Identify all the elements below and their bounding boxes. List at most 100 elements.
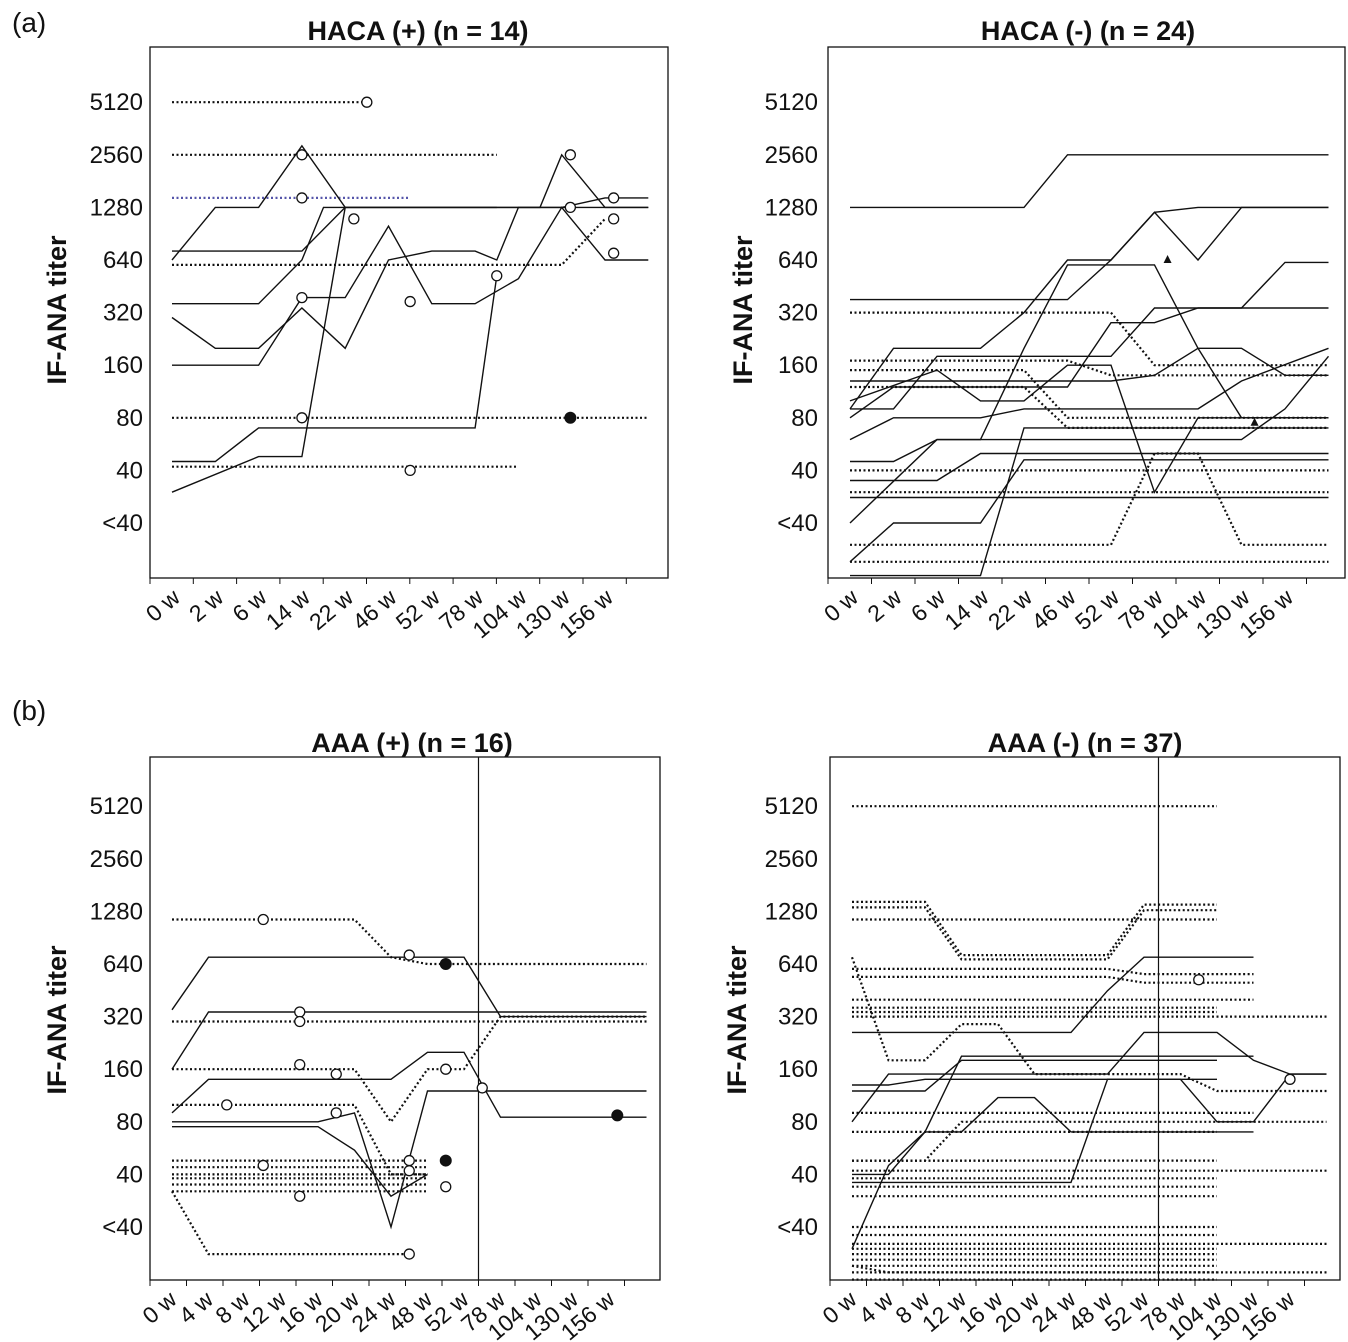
series-line (172, 918, 647, 966)
open-point (1284, 1073, 1296, 1085)
filled-point (439, 1154, 452, 1167)
y-tick-label: 320 (778, 1004, 818, 1031)
x-tick-label: 0 w (819, 584, 863, 627)
open-point (608, 247, 620, 259)
y-tick-label: 1280 (765, 194, 818, 221)
y-tick-label: 160 (103, 352, 143, 379)
y-tick-label: 1280 (765, 898, 818, 925)
y-tick-label: 2560 (765, 846, 818, 873)
y-tick-label: 5120 (90, 89, 143, 116)
y-tick-label: 640 (778, 247, 818, 274)
series-line (849, 347, 1329, 441)
x-tick-label: 2 w (184, 584, 228, 627)
x-tick-label: 22 w (983, 584, 1037, 635)
series-line (172, 1125, 428, 1198)
y-tick-label: 1280 (90, 194, 143, 221)
series-line (851, 1055, 1254, 1250)
y-tick-label: 2560 (90, 142, 143, 169)
chart-aaa-negative: AAA (-) (n = 37) IF-ANA titer <40 40 80 160 32… (722, 728, 1341, 1342)
y-tick-label: 320 (778, 300, 818, 327)
series-line (850, 956, 1327, 1093)
y-tick-label: 640 (778, 951, 818, 978)
series-line (852, 906, 1217, 961)
series-line (852, 967, 1254, 976)
chart-title: HACA (-) (n = 24) (981, 16, 1195, 46)
open-point (440, 1063, 452, 1075)
series-line (172, 206, 497, 305)
open-point (296, 149, 308, 161)
series-line (172, 206, 346, 252)
series-line (850, 154, 1329, 209)
series-line (171, 1051, 647, 1118)
series-line (849, 206, 1329, 410)
series-line (852, 956, 1254, 1034)
y-tick-label: 80 (116, 405, 143, 432)
open-point (440, 1181, 452, 1193)
y-tick-label: 40 (791, 457, 818, 484)
x-tick-label: 52 w (1070, 584, 1124, 635)
series-line (850, 347, 1329, 382)
open-point (564, 201, 577, 214)
series-line (850, 307, 1329, 410)
open-point (257, 1159, 269, 1172)
open-point (296, 291, 308, 304)
y-tick-label: 640 (103, 247, 143, 274)
filled-point (611, 1109, 624, 1122)
chart-haca-positive: HACA (+) (n = 14) IF-ANA titer <40 40 80 160 3… (42, 16, 669, 643)
open-point (608, 213, 620, 225)
series-line (852, 1120, 1327, 1162)
series-line (850, 311, 1329, 367)
open-point (564, 149, 577, 161)
chart-aaa-positive: AAA (+) (n = 16) IF-ANA titer <40 40 80 160 32… (42, 728, 661, 1342)
x-tick-label: 22 w (304, 584, 358, 635)
filled-point (439, 958, 452, 970)
x-tick-label: 2 w (862, 584, 906, 627)
series-line (850, 452, 1329, 482)
open-point (403, 1165, 415, 1177)
series-line (852, 1073, 1327, 1123)
y-tick-label: 320 (103, 300, 143, 327)
open-point (348, 213, 360, 225)
y-axis-label: IF-ANA titer (42, 945, 72, 1094)
open-point (361, 96, 373, 108)
chart-title: AAA (-) (n = 37) (988, 728, 1183, 758)
plot-frame (827, 46, 1346, 579)
y-tick-label: 40 (791, 1161, 818, 1188)
y-tick-label: 5120 (90, 793, 143, 820)
series-line (172, 1103, 428, 1176)
series-line (850, 359, 1329, 377)
y-axis-label: IF-ANA titer (722, 945, 752, 1094)
open-point (294, 1058, 306, 1071)
y-tick-label: <40 (777, 510, 818, 537)
series-line (851, 1031, 1327, 1123)
open-point (1193, 974, 1205, 986)
series-line (849, 261, 1329, 419)
x-tick-label: 46 w (1027, 584, 1081, 635)
y-tick-label: 2560 (90, 846, 143, 873)
y-tick-label: 160 (778, 352, 818, 379)
open-point (403, 1154, 415, 1167)
y-tick-label: 80 (116, 1109, 143, 1136)
series-line (852, 1078, 1217, 1184)
plot-frame (149, 46, 669, 579)
y-tick-label: 40 (116, 457, 143, 484)
y-tick-label: 80 (791, 405, 818, 432)
series-line (171, 956, 647, 1018)
series-line (171, 1011, 647, 1070)
y-tick-label: 80 (791, 1109, 818, 1136)
series-line (171, 144, 649, 261)
series-line (850, 264, 1329, 463)
series-line (850, 206, 1329, 301)
y-tick-label: <40 (102, 1214, 143, 1241)
y-tick-label: <40 (777, 1214, 818, 1241)
y-tick-label: 160 (103, 1056, 143, 1083)
open-point (403, 949, 415, 961)
triangle-point (1163, 255, 1172, 263)
panel-label-b: (b) (12, 695, 46, 726)
open-point (294, 1015, 306, 1028)
y-tick-label: 2560 (765, 142, 818, 169)
y-tick-label: <40 (102, 510, 143, 537)
open-point (294, 1006, 306, 1018)
y-tick-label: 640 (103, 951, 143, 978)
panel-label-a: (a) (12, 7, 46, 38)
